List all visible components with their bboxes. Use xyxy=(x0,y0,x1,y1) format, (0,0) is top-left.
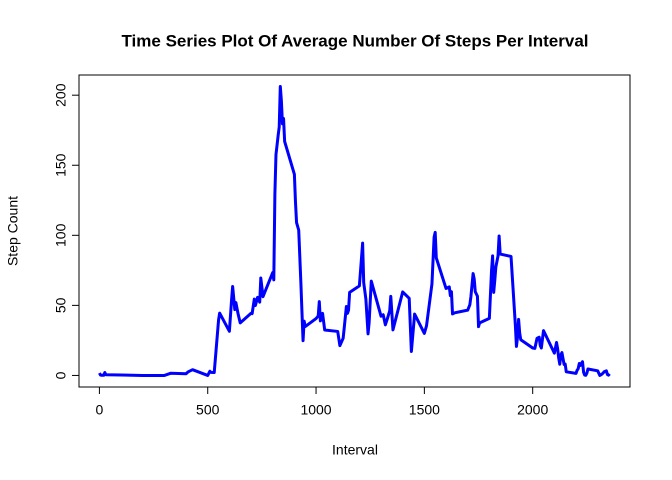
y-tick-label: 0 xyxy=(53,371,69,379)
x-tick-label: 2000 xyxy=(517,402,548,418)
y-tick-label: 150 xyxy=(53,153,69,177)
y-axis-label: Step Count xyxy=(5,196,21,266)
y-tick-label: 50 xyxy=(53,297,69,313)
data-line xyxy=(98,84,611,377)
chart-title: Time Series Plot Of Average Number Of St… xyxy=(121,31,588,50)
y-tick-label: 100 xyxy=(53,223,69,247)
x-tick-label: 0 xyxy=(96,402,104,418)
x-axis-label: Interval xyxy=(332,442,378,458)
x-tick-label: 1000 xyxy=(300,402,331,418)
y-tick-label: 200 xyxy=(53,83,69,107)
x-tick-label: 1500 xyxy=(409,402,440,418)
x-tick-label: 500 xyxy=(196,402,220,418)
